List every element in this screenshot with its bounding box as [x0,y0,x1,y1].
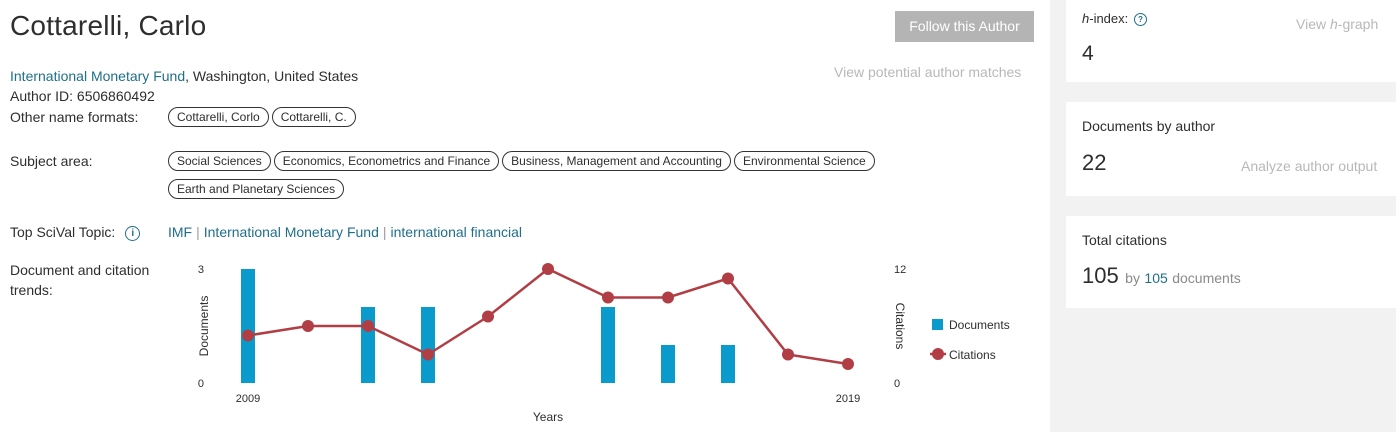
citations-point [302,320,314,332]
subject-area-label: Subject area: [10,153,93,169]
x-tick-label: 2019 [836,393,860,405]
scival-topics: IMF | International Monetary Fund | internat… [168,224,522,240]
h-index-label: h-index: ? [1082,11,1147,27]
topic-separator: | [382,224,387,240]
scival-topic-link[interactable]: IMF [168,224,193,240]
subject-area-row-2: Earth and Planetary Sciences [168,179,347,199]
citations-point [602,291,614,304]
legend-citations-label: Citations [949,348,996,362]
subject-pill: Economics, Econometrics and Finance [273,151,500,171]
subject-area-row-1: Social Sciences Economics, Econometrics … [168,151,878,171]
y-tick-left: 0 [198,378,204,390]
topic-separator: | [196,224,200,240]
other-names-list: Cottarelli, Corlo Cottarelli, C. [168,107,359,127]
citations-point [662,291,674,304]
potential-matches-link[interactable]: View potential author matches [834,64,1022,80]
citations-documents-label: documents [1172,270,1241,286]
scival-topic-link[interactable]: International Monetary Fund [203,224,379,240]
y-tick-left: 3 [198,264,204,276]
affiliation-location: , Washington, United States [185,68,359,84]
h-graph-suffix: -graph [1337,16,1379,32]
author-name: Cottarelli, Carlo [10,10,207,41]
citations-point [242,329,254,342]
scival-topic-link[interactable]: international financial [390,224,523,240]
h-index-label-rest: -index: [1089,11,1129,26]
name-format-pill: Cottarelli, Corlo [168,107,269,127]
trends-label: Document and citation trends: [10,260,149,300]
h-graph-prefix: View [1296,16,1330,32]
scival-label-wrap: Top SciVal Topic: i [10,224,141,241]
documents-label: Documents by author [1082,118,1216,134]
documents-bar [241,269,255,383]
legend-documents-label: Documents [949,318,1010,332]
citations-card: Total citations 105 by 105 documents [1066,216,1396,308]
citations-label: Total citations [1082,232,1167,248]
info-icon[interactable]: i [125,225,141,241]
y-tick-right: 0 [894,378,900,390]
legend-citations-marker [932,348,944,360]
citations-point [842,358,854,370]
affiliation-link[interactable]: International Monetary Fund [10,68,186,84]
citations-line [247,267,849,366]
subject-pill: Environmental Science [733,151,875,171]
follow-author-button[interactable]: Follow this Author [895,11,1034,42]
y-axis-label-citations: Citations [893,303,907,350]
citations-point [722,272,734,285]
subject-pill: Business, Management and Accounting [502,151,731,171]
help-icon[interactable]: ? [1133,13,1147,27]
citations-documents-count[interactable]: 105 [1144,270,1168,286]
scival-label: Top SciVal Topic: [10,224,116,240]
subject-pill: Earth and Planetary Sciences [168,179,345,199]
citations-line: 105 by 105 documents [1082,263,1241,289]
documents-bar [721,345,735,383]
trends-label-line: Document and citation [10,262,150,278]
analyze-output-link[interactable]: Analyze author output [1241,158,1378,174]
citations-point [542,263,554,275]
citations-point [362,320,374,332]
subject-pill: Social Sciences [168,151,271,171]
y-axis-label-documents: Documents [197,296,211,357]
name-format-pill: Cottarelli, C. [271,107,356,127]
citations-point [482,310,494,323]
h-index-card: h-index: ? 4 View h-graph [1066,0,1396,82]
documents-bar [601,307,615,383]
legend-documents-swatch [932,319,943,330]
h-index-value: 4 [1082,42,1094,65]
view-h-graph-link[interactable]: View h-graph [1296,16,1378,32]
author-id: Author ID: 6506860492 [10,88,155,104]
h-index-label-italic: h [1082,11,1090,26]
citations-point [782,348,794,361]
h-graph-italic: h [1329,16,1338,32]
documents-bar [661,345,675,383]
x-tick-label: 2009 [236,393,260,405]
y-tick-right: 12 [894,264,906,276]
citations-by: by [1125,270,1140,286]
affiliation-line: International Monetary Fund, Washington,… [10,68,358,84]
documents-bar [421,307,435,383]
citations-value: 105 [1082,263,1119,288]
documents-card: Documents by author 22 Analyze author ou… [1066,102,1396,196]
citations-point [422,348,434,361]
documents-bar [361,307,375,383]
trends-label-line: trends: [10,282,53,298]
other-names-label: Other name formats: [10,109,139,125]
documents-value: 22 [1082,150,1107,175]
metrics-panel: h-index: ? 4 View h-graph Documents by a… [1050,0,1396,432]
x-axis-label: Years [533,410,563,424]
